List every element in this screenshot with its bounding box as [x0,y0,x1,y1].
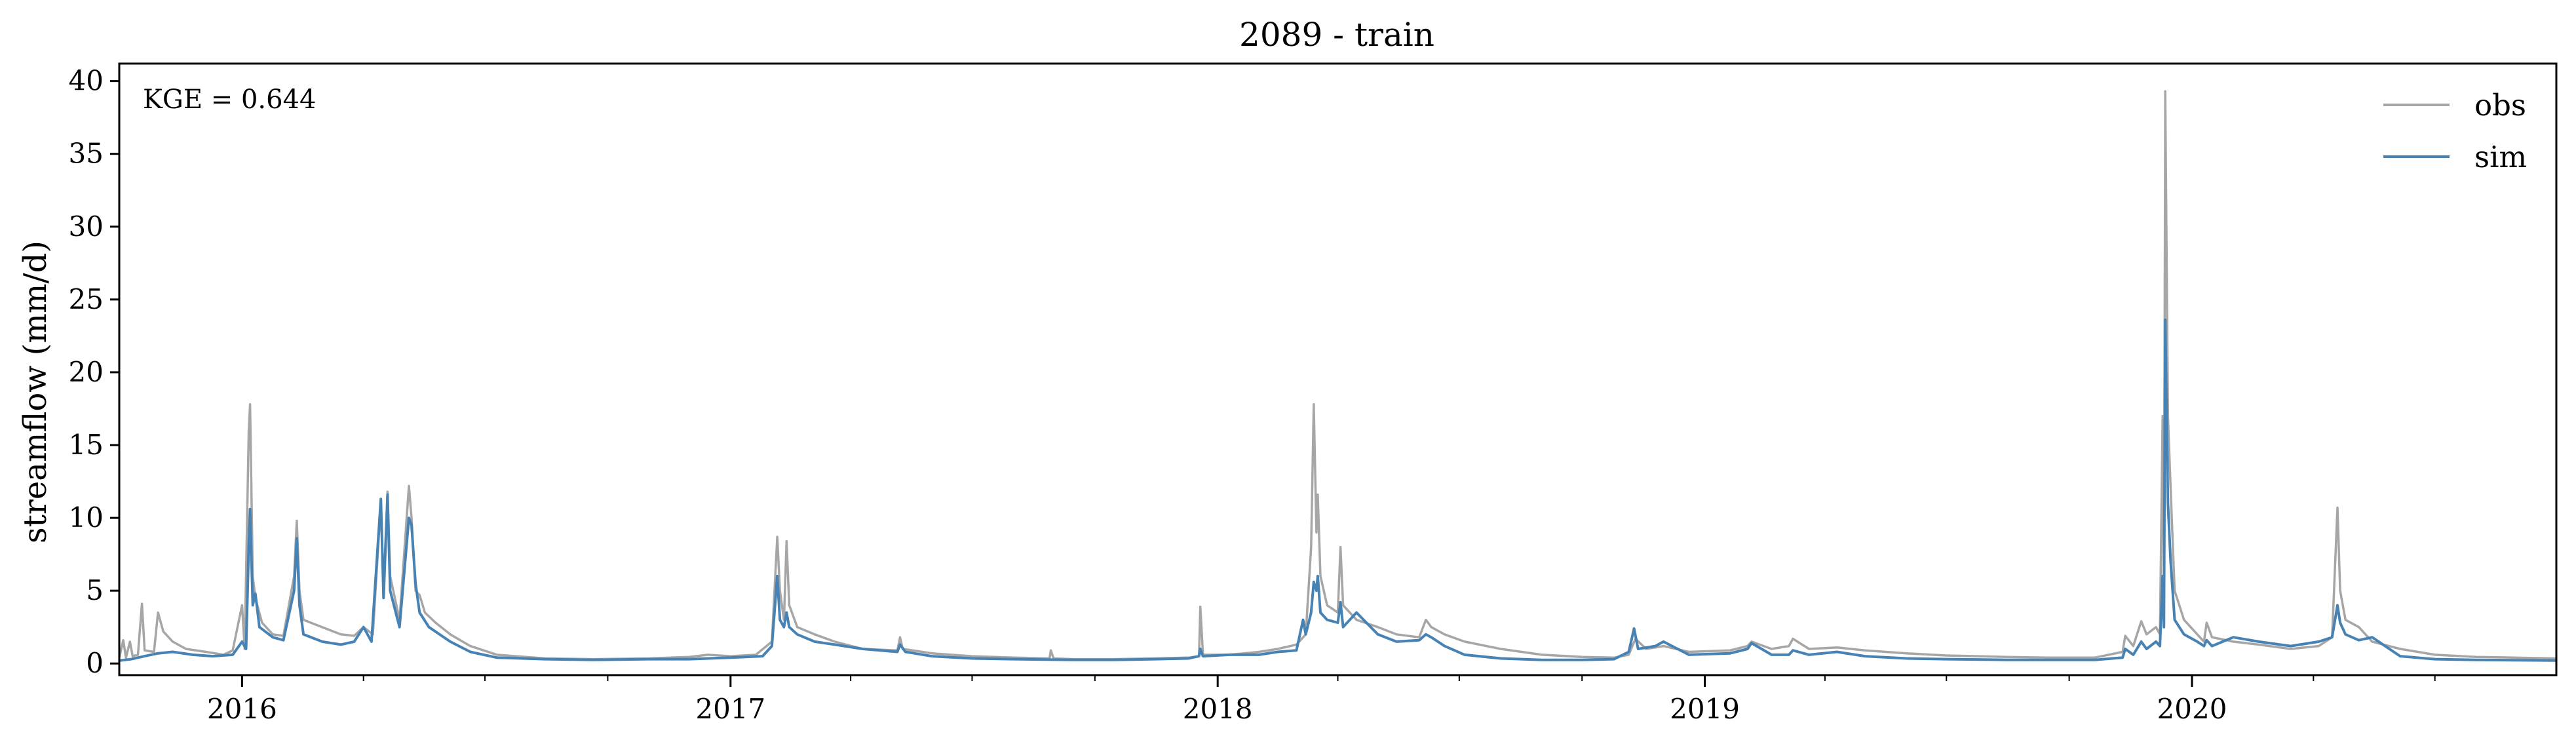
legend-label-obs: obs [2474,88,2526,123]
y-tick-label: 10 [69,501,104,534]
x-tick-label: 2018 [1183,693,1253,725]
x-tick-label: 2019 [1670,693,1740,725]
series-line-obs [118,90,2557,661]
y-tick-label: 25 [69,283,104,315]
legend-label-sim: sim [2474,140,2527,174]
y-tick-label: 30 [69,210,104,243]
x-tick-label: 2016 [207,693,277,725]
y-tick-label: 35 [69,138,104,170]
y-tick-label: 15 [69,429,104,461]
x-tick-label: 2017 [695,693,765,725]
kge-annotation: KGE = 0.644 [143,85,317,115]
x-tick-label: 2020 [2157,693,2227,725]
y-tick-label: 40 [69,65,104,97]
plot-frame [118,62,2558,676]
axis-ticks: 0 5 10 15 20 25 30 35 40 2016 2017 2018 2019 2020 [69,65,2436,725]
y-axis-label: streamflow (mm/d) [17,241,54,543]
y-tick-label: 5 [86,574,104,606]
legend: obs sim [2383,88,2527,174]
y-tick-label: 20 [69,356,104,388]
series-line-sim [119,319,2557,662]
plot-area [118,90,2557,662]
chart-title: 2089 - train [1239,16,1434,54]
y-tick-label: 0 [86,647,104,679]
